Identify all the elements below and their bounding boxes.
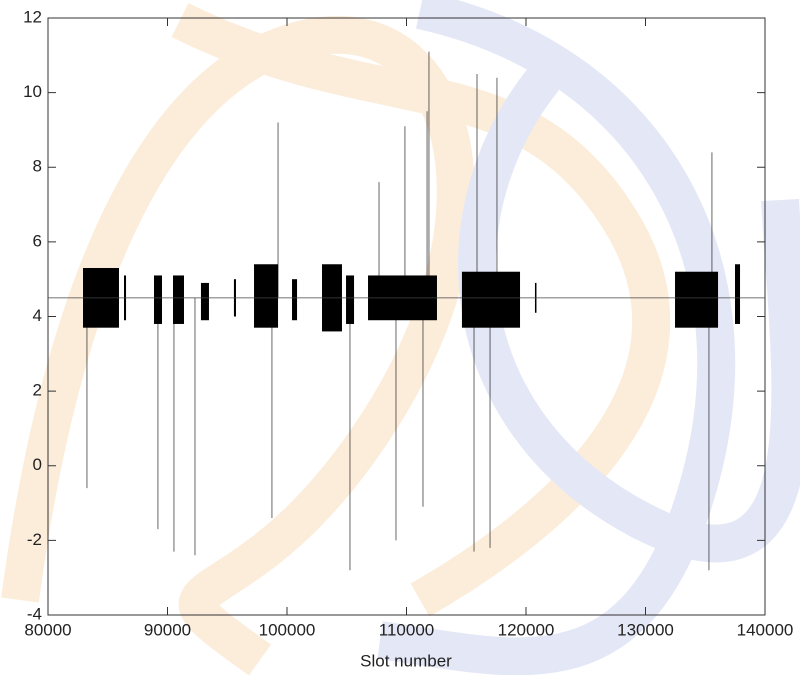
band	[675, 271, 719, 328]
x-tick-label: 80000	[24, 620, 71, 639]
x-tick-label: 130000	[617, 620, 674, 639]
x-tick-label: 120000	[498, 620, 555, 639]
x-tick-label: 100000	[259, 620, 316, 639]
y-tick-label: 4	[33, 306, 42, 325]
y-tick-label: 6	[33, 231, 42, 250]
band	[200, 282, 209, 321]
band	[461, 271, 521, 328]
band	[735, 264, 741, 324]
band	[172, 275, 184, 324]
x-axis-label: Slot number	[360, 651, 452, 670]
band	[292, 279, 298, 321]
x-tick-label: 140000	[737, 620, 794, 639]
band	[254, 264, 279, 328]
y-tick-label: -2	[27, 530, 42, 549]
x-tick-label: 110000	[379, 620, 434, 639]
y-tick-label: -4	[27, 604, 42, 623]
x-tick-label: 90000	[144, 620, 191, 639]
y-tick-label: 2	[33, 381, 42, 400]
y-tick-label: 12	[23, 7, 42, 26]
band	[153, 275, 163, 324]
band	[346, 275, 355, 324]
y-tick-label: 0	[33, 455, 42, 474]
y-tick-label: 8	[33, 157, 42, 176]
y-tick-label: 10	[23, 82, 42, 101]
